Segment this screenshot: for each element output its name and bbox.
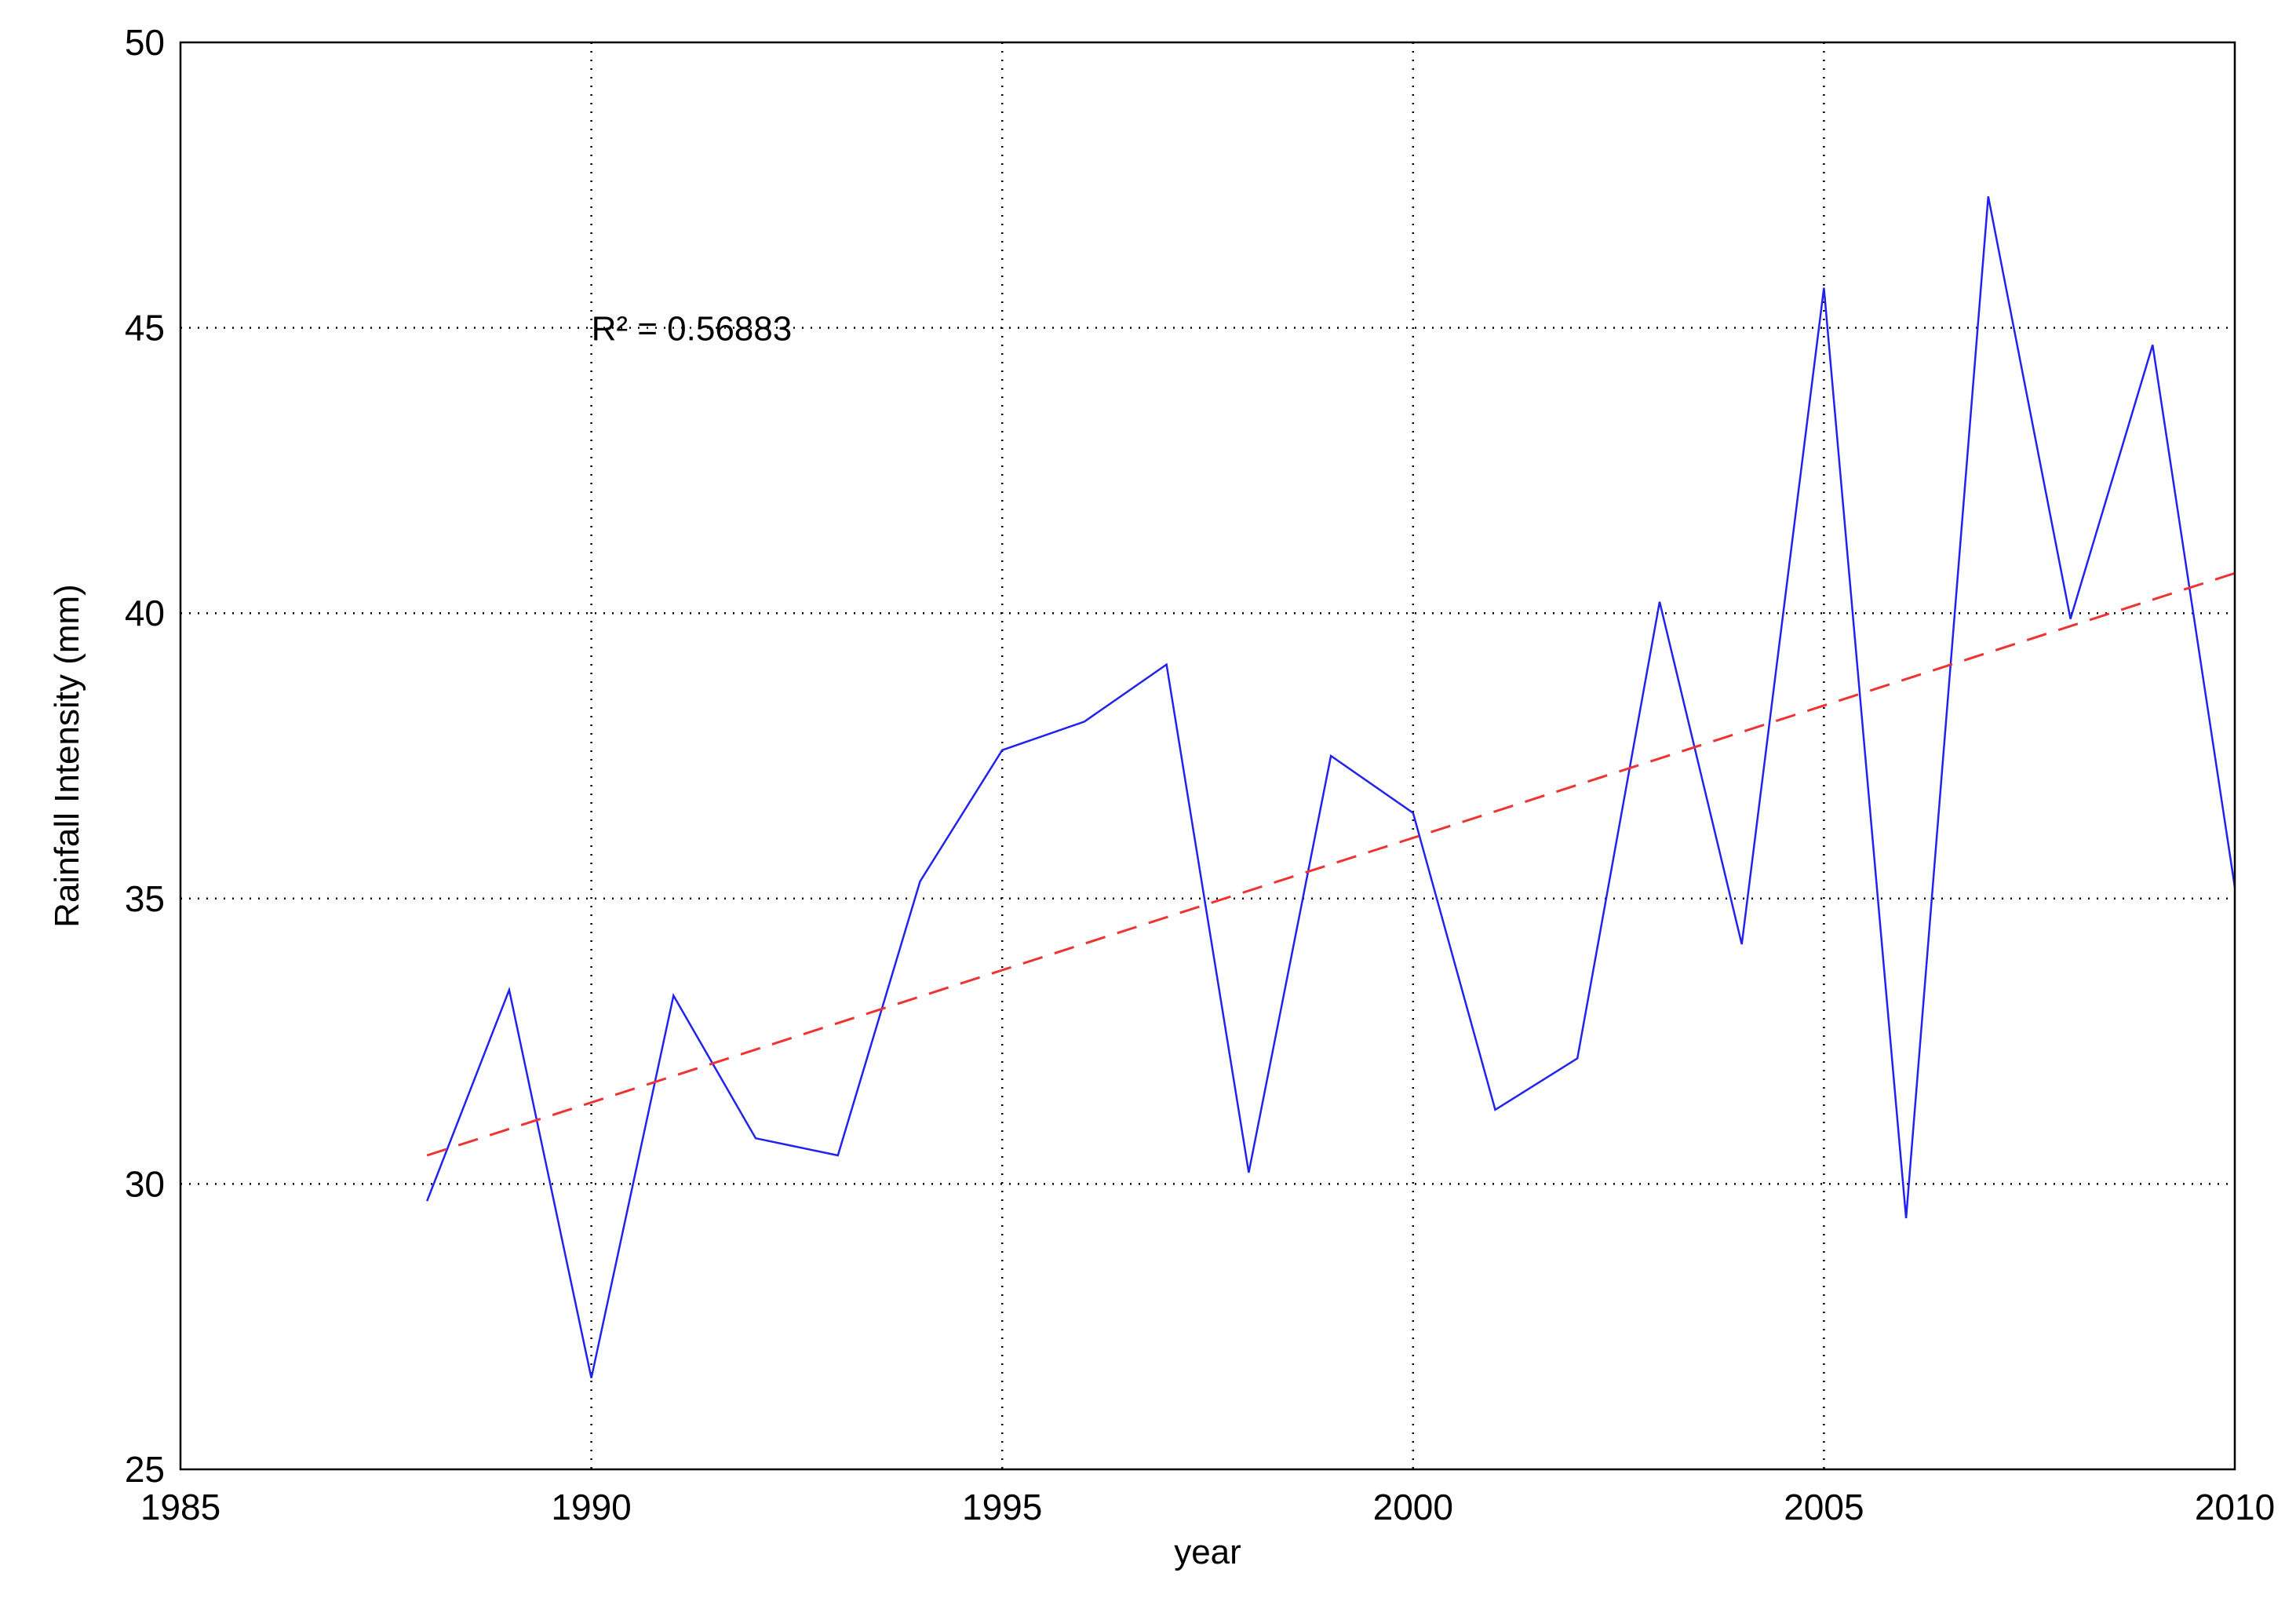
- x-tick-label: 1990: [551, 1487, 631, 1527]
- x-tick-label: 1985: [140, 1487, 220, 1527]
- x-tick-label: 2000: [1373, 1487, 1453, 1527]
- r-squared-annotation: R² = 0.56883: [592, 310, 793, 348]
- y-tick-label: 25: [125, 1449, 165, 1490]
- y-tick-label: 45: [125, 308, 165, 348]
- x-tick-label: 2010: [2195, 1487, 2275, 1527]
- y-tick-label: 40: [125, 593, 165, 633]
- x-tick-label: 1995: [962, 1487, 1042, 1527]
- series-layer: [426, 196, 2236, 1378]
- rainfall-line: [426, 196, 2236, 1378]
- x-tick-label: 2005: [1784, 1487, 1864, 1527]
- y-tick-label: 50: [125, 22, 165, 63]
- y-tick-label: 30: [125, 1163, 165, 1204]
- plot-frame: [179, 41, 2236, 1471]
- trend-line: [426, 571, 2236, 1157]
- x-axis-label: year: [1174, 1533, 1241, 1571]
- tick-labels: 1985 1990 1995 2000 2005 2010 25 30 35 40 45 50: [125, 22, 2275, 1527]
- y-tick-label: 35: [125, 878, 165, 919]
- y-axis-label: Rainfall Intensity (mm): [48, 584, 86, 928]
- grid-lines: [180, 42, 2235, 1469]
